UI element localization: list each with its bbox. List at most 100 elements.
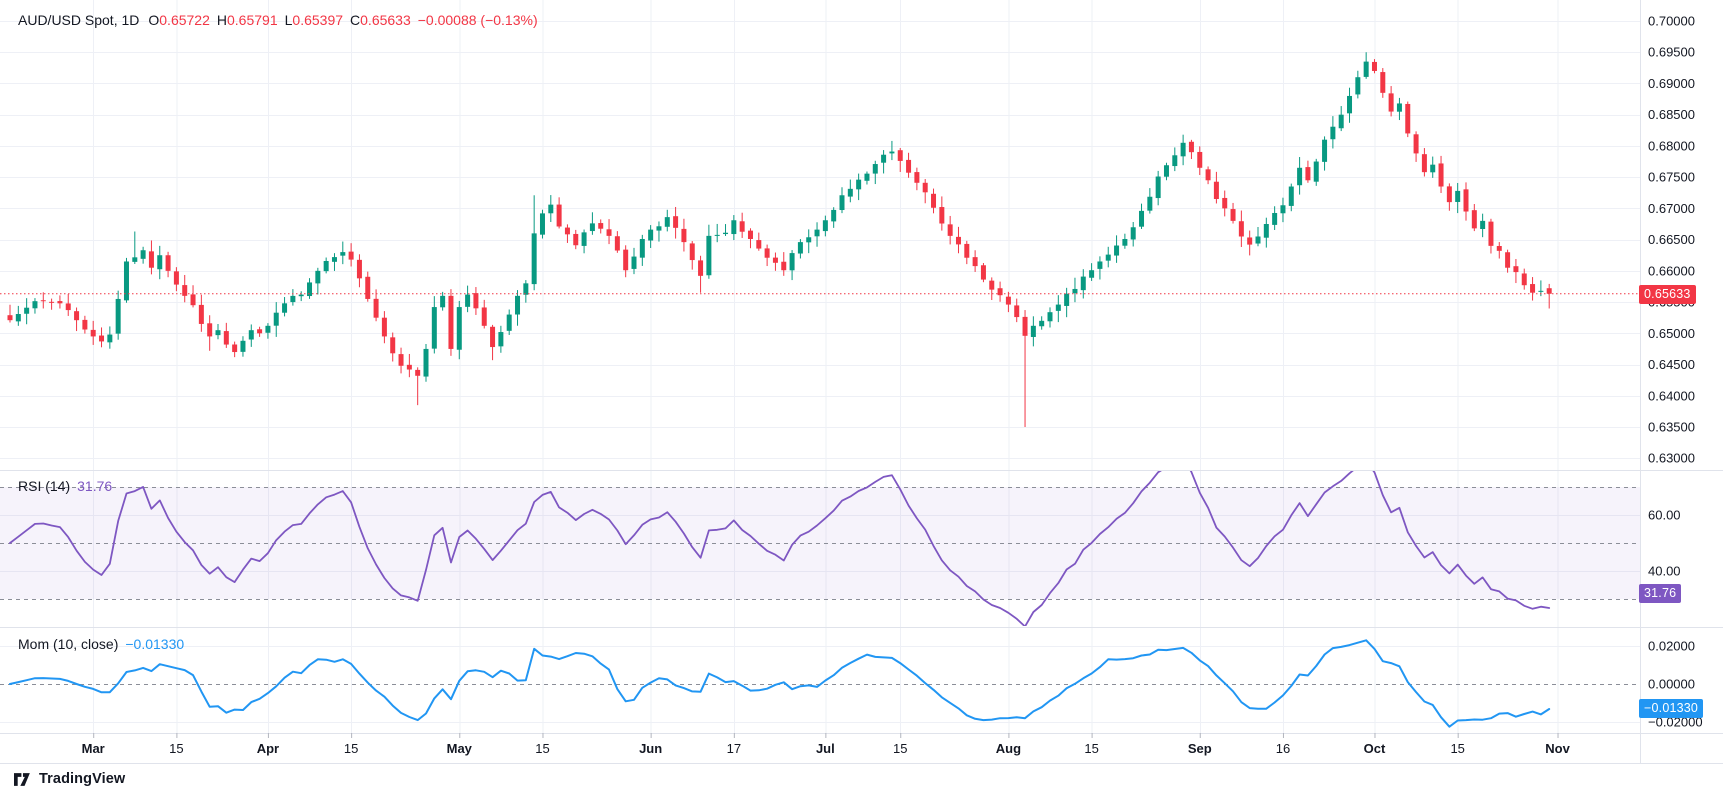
candle-body bbox=[889, 151, 895, 154]
candle-body bbox=[531, 233, 537, 285]
time-axis-label: Sep bbox=[1188, 741, 1212, 756]
high-group: H0.65791 bbox=[217, 12, 278, 28]
rsi-axis-label: 60.00 bbox=[1648, 508, 1681, 523]
candle-body bbox=[1255, 236, 1261, 244]
candle-body bbox=[390, 337, 396, 354]
price-axis-label: 0.66500 bbox=[1648, 232, 1695, 247]
candle-body bbox=[7, 315, 13, 321]
candle-body bbox=[906, 159, 912, 173]
candle-body bbox=[431, 307, 437, 349]
candle-body bbox=[173, 271, 179, 285]
time-scale[interactable]: Mar 15 Apr 15 May 15 Jun 17 Jul 15 Aug 15 Sep 16 Oct 15… bbox=[82, 733, 1571, 756]
rsi-value: 31.76 bbox=[77, 478, 113, 494]
candle-body bbox=[797, 242, 803, 254]
candle-body bbox=[1197, 151, 1203, 168]
candle-body bbox=[997, 288, 1003, 296]
candle-body bbox=[731, 220, 737, 235]
low-value: 0.65397 bbox=[292, 12, 344, 28]
candle-body bbox=[40, 300, 46, 302]
time-axis-label: May bbox=[447, 741, 473, 756]
tradingview-logo-text: TradingView bbox=[39, 771, 126, 787]
symbol-title: AUD/USD Spot, 1D bbox=[18, 12, 140, 28]
candle-body bbox=[1097, 261, 1103, 269]
candle-body bbox=[506, 314, 512, 331]
mom-axis-label: 0.02000 bbox=[1648, 639, 1695, 654]
candle-body bbox=[589, 223, 595, 232]
high-value: 0.65791 bbox=[227, 12, 278, 28]
candle-body bbox=[1064, 293, 1070, 306]
candle-body bbox=[490, 326, 496, 348]
candle-body bbox=[539, 213, 545, 235]
tradingview-logo[interactable]: TradingView bbox=[14, 771, 125, 787]
candle-body bbox=[423, 348, 429, 377]
price-axis-label: 0.67000 bbox=[1648, 201, 1695, 216]
candle-body bbox=[1072, 288, 1078, 294]
candle-body bbox=[1413, 134, 1419, 154]
candle-body bbox=[739, 221, 745, 232]
close-group: C0.65633 bbox=[350, 12, 411, 28]
candle-body bbox=[1496, 246, 1502, 251]
candle-body bbox=[1330, 126, 1336, 140]
candle-body bbox=[664, 217, 670, 227]
candle-body bbox=[356, 259, 362, 279]
price-axis-label: 0.70000 bbox=[1648, 14, 1695, 29]
price-axis-label: 0.67500 bbox=[1648, 170, 1695, 185]
candle-body bbox=[656, 226, 662, 231]
candle-body bbox=[90, 329, 96, 337]
candle-body bbox=[248, 330, 254, 340]
candle-body bbox=[564, 227, 570, 235]
time-axis-label: Apr bbox=[257, 741, 279, 756]
candle-body bbox=[1205, 169, 1211, 181]
candle-body bbox=[955, 236, 961, 245]
candle-body bbox=[49, 301, 55, 303]
candle-body bbox=[1463, 189, 1469, 212]
candle-body bbox=[107, 334, 113, 343]
candle-body bbox=[373, 298, 379, 318]
candle-body bbox=[939, 207, 945, 224]
candle-body bbox=[381, 317, 387, 337]
candle-body bbox=[573, 233, 579, 246]
mom-title: Mom (10, close) bbox=[18, 636, 119, 652]
mom-legend[interactable]: Mom (10, close) −0.01330 bbox=[18, 636, 184, 653]
candle-body bbox=[123, 261, 129, 301]
candle-body bbox=[723, 232, 729, 235]
candle-body bbox=[1163, 165, 1169, 177]
candle-body bbox=[232, 344, 238, 353]
candle-body bbox=[1238, 221, 1244, 237]
price-axis-label: 0.68000 bbox=[1648, 138, 1695, 153]
price-scale-labels[interactable]: 0.70000 0.69500 0.69000 0.68500 0.68000 0.675… bbox=[1648, 14, 1703, 730]
candle-body bbox=[1047, 312, 1053, 322]
price-legend[interactable]: AUD/USD Spot, 1D O0.65722 H0.65791 L0.65397… bbox=[18, 12, 538, 29]
rsi-legend[interactable]: RSI (14) 31.76 bbox=[18, 478, 112, 495]
candle-body bbox=[24, 307, 30, 314]
candle-body bbox=[1546, 288, 1552, 294]
candle-body bbox=[465, 294, 471, 307]
rsi-line bbox=[9, 471, 1551, 626]
candle-body bbox=[265, 325, 271, 333]
candle-body bbox=[65, 303, 71, 311]
candle-body bbox=[140, 250, 146, 259]
candle-body bbox=[1213, 181, 1219, 200]
candle-body bbox=[207, 323, 213, 337]
rsi-axis-label: 40.00 bbox=[1648, 564, 1681, 579]
candle-body bbox=[515, 295, 521, 315]
candle-body bbox=[548, 204, 554, 214]
candle-body bbox=[448, 295, 454, 349]
candle-body bbox=[1446, 186, 1452, 203]
gridlines bbox=[0, 0, 1640, 733]
candle-body bbox=[1388, 93, 1394, 112]
candle-body bbox=[1455, 190, 1461, 202]
candlestick-series bbox=[7, 52, 1552, 427]
rsi-title: RSI (14) bbox=[18, 478, 71, 494]
candle-body bbox=[1347, 95, 1353, 114]
candle-body bbox=[1155, 176, 1161, 199]
candle-body bbox=[831, 209, 837, 222]
time-axis-label: Aug bbox=[996, 741, 1021, 756]
candle-body bbox=[1297, 167, 1303, 186]
candle-body bbox=[115, 298, 121, 334]
candle-body bbox=[440, 295, 446, 308]
candle-body bbox=[1122, 238, 1128, 246]
candle-body bbox=[223, 331, 229, 345]
